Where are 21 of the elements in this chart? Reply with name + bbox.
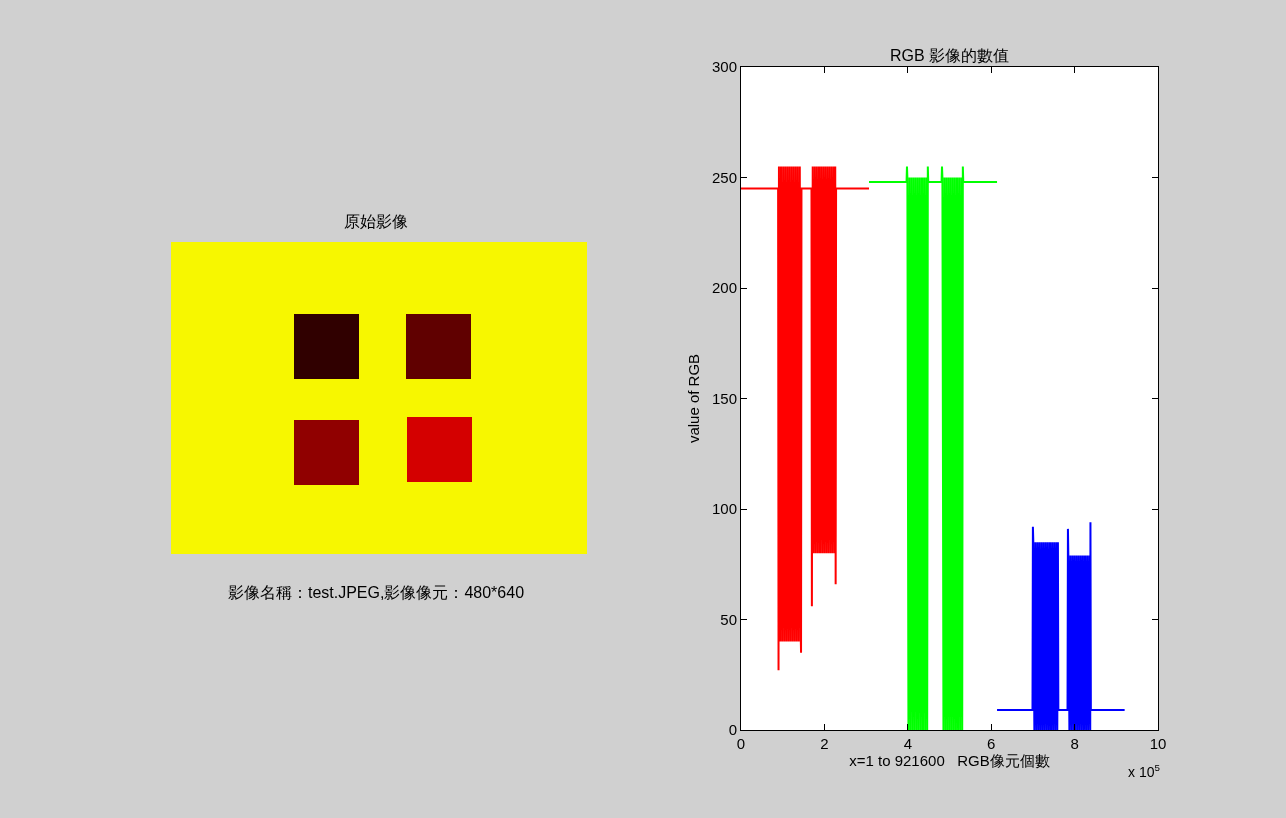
line-series — [868, 165, 999, 730]
y-tick-label: 100 — [711, 500, 737, 518]
text: 影像名稱：test.JPEG,影像像元：480*640 — [226, 583, 526, 603]
chart-title: RGB 影像的數值 — [889, 47, 1010, 64]
y-tick-label: 150 — [711, 389, 737, 407]
y-tick-label: 300 — [711, 58, 737, 76]
y-tick-label: 250 — [711, 168, 737, 186]
line-series — [741, 165, 871, 672]
x-tick-label: 10 — [1149, 735, 1167, 752]
text: 原始影像 — [343, 212, 409, 232]
y-tick-label: 50 — [720, 610, 737, 628]
x-tick-label: 4 — [903, 735, 912, 752]
x-axis-title: x=1 to 921600 RGB像元個數 — [849, 752, 1050, 769]
y-axis-title: value of RGB — [685, 353, 703, 444]
x-tick-label: 6 — [987, 735, 996, 752]
y-tick-label: 200 — [711, 279, 737, 297]
text: x 10$^{5}$ — [1128, 762, 1161, 780]
y-tick-label: 0 — [728, 721, 737, 739]
line-series — [996, 521, 1126, 730]
x-tick-label: 2 — [820, 735, 829, 752]
x-tick-label: 8 — [1070, 735, 1079, 752]
